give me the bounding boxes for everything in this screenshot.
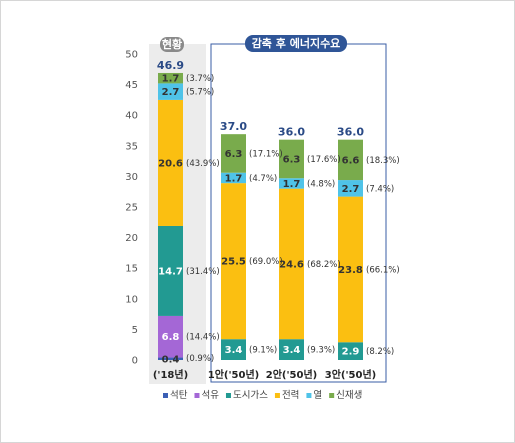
- bar-segment: [221, 183, 246, 340]
- panel-reduction-title: 감축 후 에너지수요: [252, 36, 341, 50]
- segment-percent-label: (17.1%): [249, 149, 283, 159]
- bar-segment: [338, 180, 363, 197]
- segment-percent-label: (17.6%): [307, 155, 341, 165]
- bar-segment: [279, 178, 304, 189]
- segment-value-label: 2.7: [162, 87, 180, 98]
- legend-label: 석유: [201, 390, 219, 401]
- legend-swatch: [329, 393, 335, 398]
- segment-percent-label: (9.3%): [307, 346, 335, 356]
- legend-label: 신재생: [336, 390, 362, 401]
- segment-value-label: 6.6: [342, 155, 360, 166]
- bar-segment: [158, 225, 183, 316]
- bar-total-label: 36.0: [278, 126, 305, 139]
- segment-value-label: 6.3: [283, 154, 301, 165]
- panel-current-title-pill: [160, 37, 184, 52]
- segment-value-label: 1.7: [283, 179, 301, 190]
- legend: 석탄 석유 도시가스 전력 열 신재생: [163, 389, 362, 401]
- x-category-label: 2안('50년): [266, 368, 317, 381]
- bar-segment: [279, 339, 304, 360]
- bar-layer: [158, 72, 363, 360]
- bar-segment: [338, 139, 363, 181]
- bar-segment: [158, 72, 183, 84]
- bar-segment: [279, 139, 304, 179]
- segment-value-label: 3.4: [283, 345, 301, 356]
- segment-value-label: 24.6: [279, 259, 304, 270]
- x-category-label: ('18년): [153, 368, 188, 381]
- segment-percent-label: (43.9%): [186, 159, 220, 169]
- y-tick-label: 15: [125, 264, 138, 275]
- y-tick-label: 5: [132, 325, 138, 336]
- bar-total-label: 37.0: [220, 120, 247, 133]
- y-tick-label: 50: [125, 50, 138, 61]
- bar-segment: [338, 196, 363, 343]
- y-tick-label: 30: [125, 172, 138, 183]
- segment-value-label: 20.6: [158, 158, 183, 169]
- segment-value-label: 2.7: [342, 184, 360, 195]
- segment-percent-label: (8.2%): [366, 347, 394, 357]
- y-axis: 0 5 10 15 20 25 30 35 40 45 50: [125, 50, 138, 367]
- y-tick-label: 35: [125, 141, 138, 152]
- y-tick-label: 20: [125, 233, 138, 244]
- segment-percent-label: (7.4%): [366, 184, 394, 194]
- y-tick-label: 40: [125, 111, 138, 122]
- segment-percent-label: (5.7%): [186, 88, 214, 98]
- segment-percent-label: (66.1%): [366, 265, 400, 275]
- bar-segment: [221, 339, 246, 360]
- y-tick-label: 0: [132, 356, 138, 367]
- segment-percent-label: (68.2%): [307, 260, 341, 270]
- bar-segment: [221, 172, 246, 184]
- segment-percent-label: (31.4%): [186, 267, 220, 277]
- panel-current-title: 현황: [162, 37, 182, 51]
- x-category-label: 1안('50년): [208, 368, 259, 381]
- segment-value-label: 2.9: [342, 347, 360, 358]
- legend-label: 도시가스: [233, 390, 268, 401]
- y-tick-label: 10: [125, 294, 138, 305]
- bar-segment: [158, 83, 183, 100]
- legend-swatch: [306, 393, 312, 398]
- legend-swatch: [274, 393, 280, 398]
- legend-label: 석탄: [170, 390, 188, 401]
- segment-value-label: 23.8: [338, 265, 363, 276]
- segment-percent-label: (0.9%): [186, 354, 214, 364]
- legend-swatch: [225, 393, 231, 398]
- y-tick-label: 45: [125, 80, 138, 91]
- legend-swatch: [194, 393, 200, 398]
- panel-reduction-title-pill: [245, 35, 347, 52]
- segment-percent-label: (9.1%): [249, 346, 277, 356]
- segment-percent-label: (14.4%): [186, 333, 220, 343]
- segment-value-label: 14.7: [158, 266, 183, 277]
- segment-value-label: 1.7: [225, 173, 243, 184]
- bar-segment: [279, 188, 304, 340]
- segment-percent-label: (4.7%): [249, 174, 277, 184]
- segment-percent-label: (18.3%): [366, 156, 400, 166]
- bar-segment: [158, 315, 183, 358]
- x-category-label: 3안('50년): [325, 368, 376, 381]
- segment-percent-label: (3.7%): [186, 74, 214, 84]
- legend-label: 전력: [282, 389, 299, 401]
- segment-value-label: 3.4: [225, 345, 243, 356]
- legend-label: 열: [313, 390, 322, 401]
- segment-value-label: 6.8: [162, 332, 180, 343]
- segment-value-label: 6.3: [225, 149, 243, 160]
- bar-total-label: 36.0: [337, 126, 364, 139]
- bar-segment: [221, 134, 246, 173]
- bar-segment: [338, 342, 363, 360]
- segment-percent-label: (69.0%): [249, 257, 283, 267]
- label-layer: 0.4 (0.9%) 6.8 (14.4%) 14.7 (31.4%) 20.6 (43.9%…: [153, 59, 400, 381]
- bar-total-label: 46.9: [157, 59, 184, 72]
- segment-value-label: 25.5: [221, 257, 246, 268]
- legend-swatch: [163, 393, 168, 398]
- bar-segment: [158, 357, 183, 360]
- bar-segment: [158, 99, 183, 226]
- segment-value-label: 0.4: [162, 354, 180, 365]
- y-tick-label: 25: [125, 203, 138, 214]
- segment-value-label: 1.7: [162, 74, 180, 85]
- segment-percent-label: (4.8%): [307, 179, 335, 189]
